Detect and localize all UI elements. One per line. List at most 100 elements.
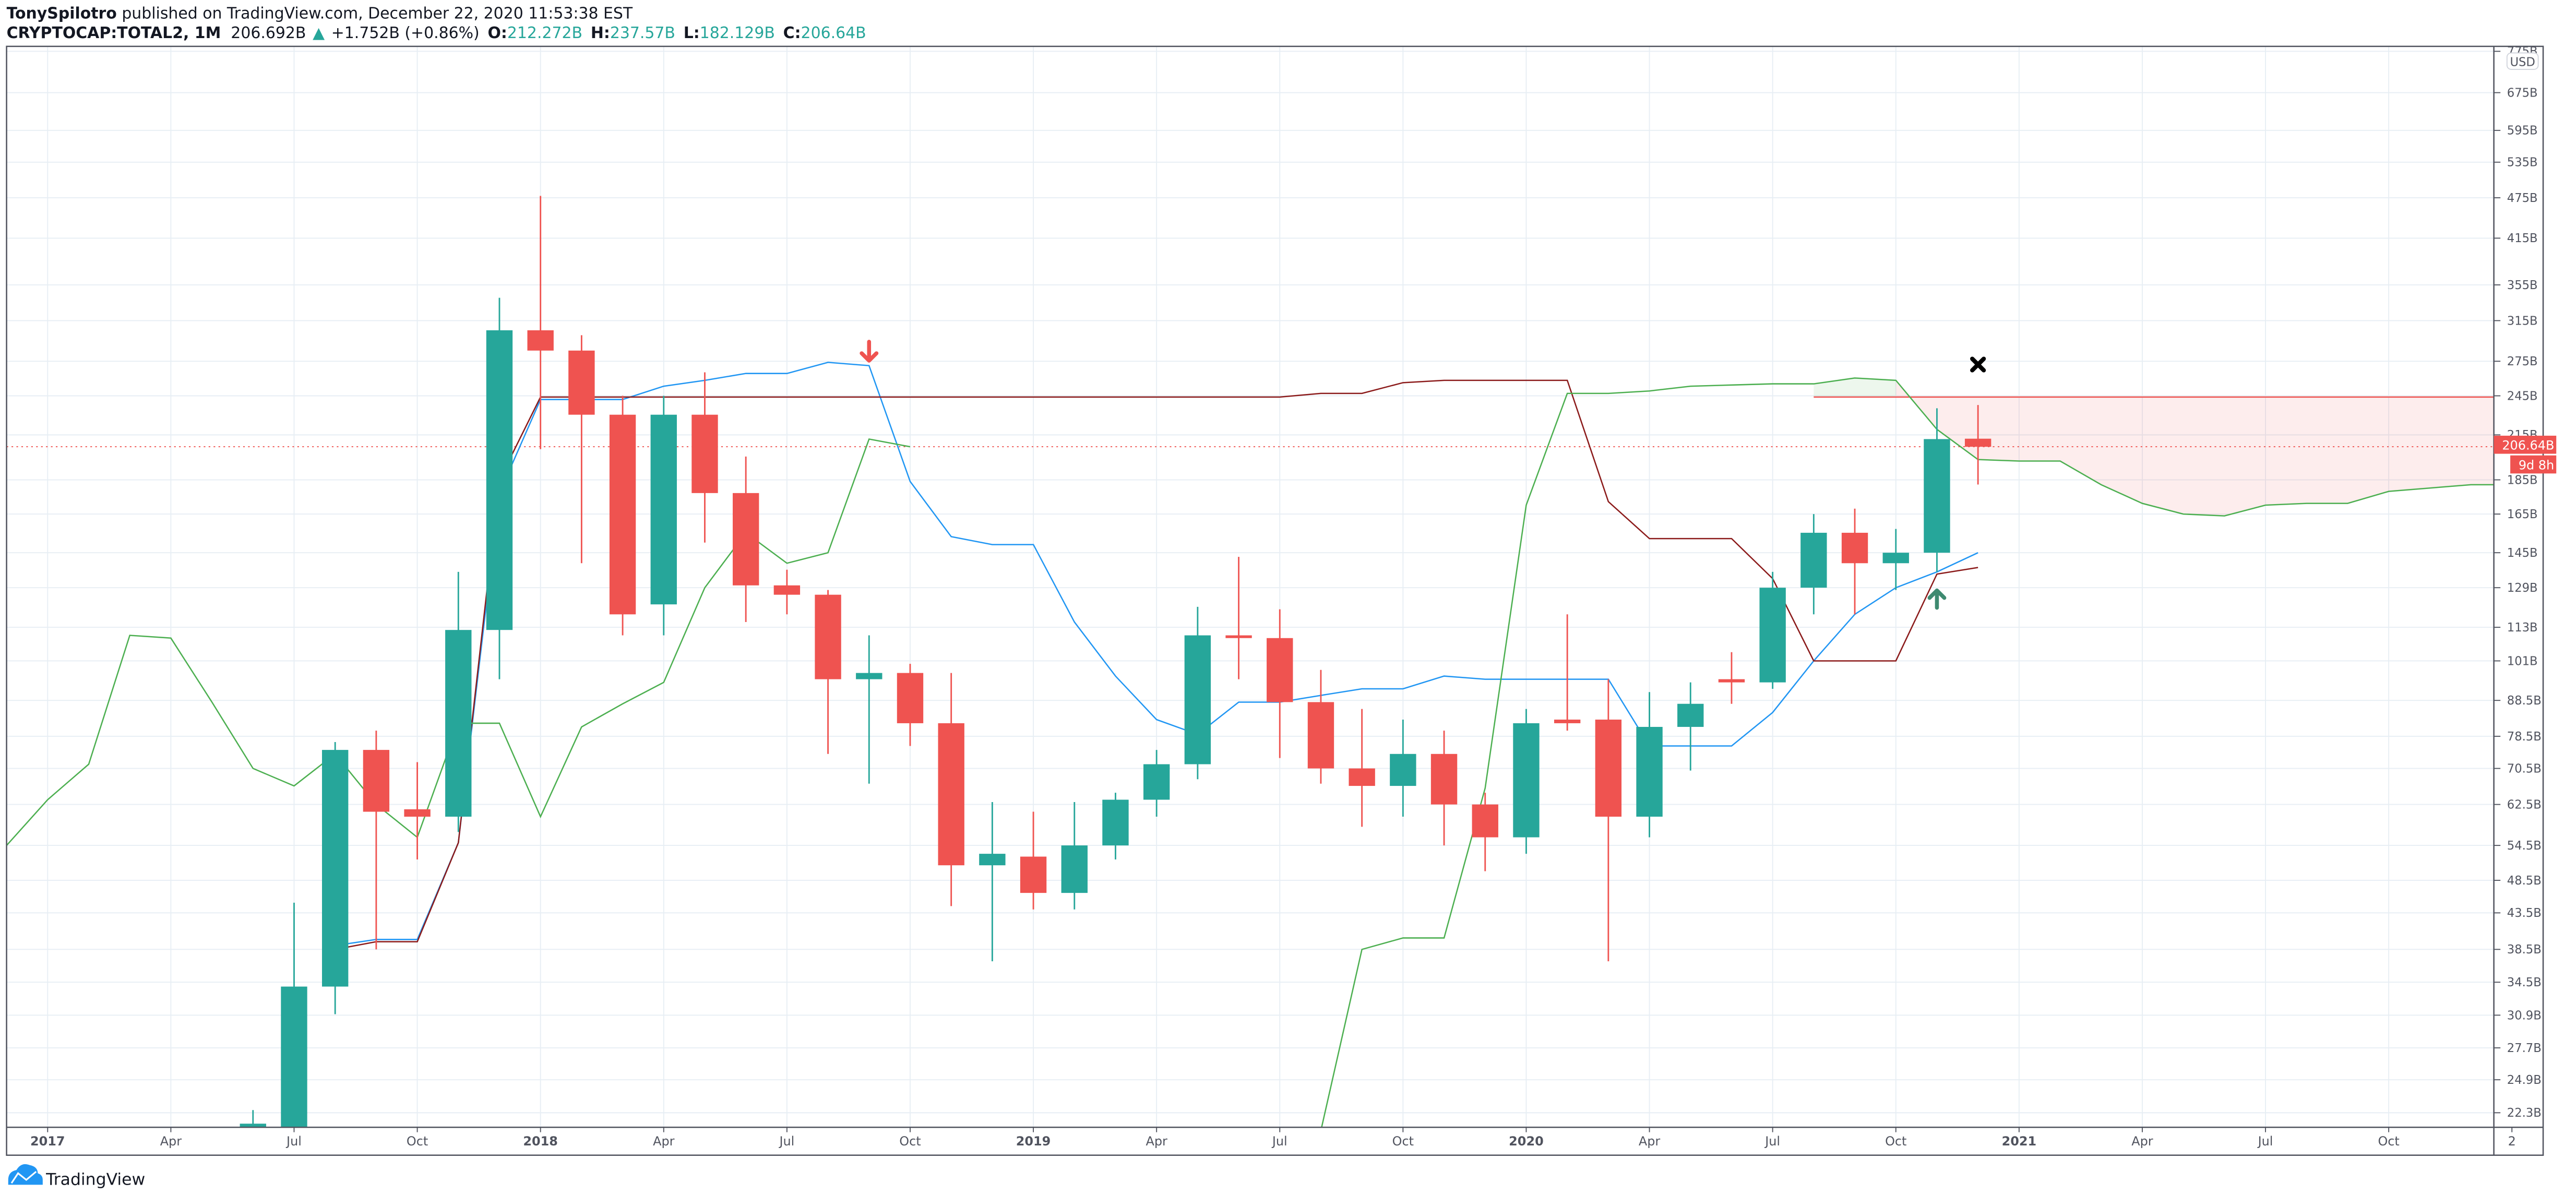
candle-up[interactable] xyxy=(1184,606,1211,780)
time-tick-label: Oct xyxy=(1392,1134,1414,1149)
candle-up[interactable] xyxy=(1800,514,1827,615)
candle-down[interactable] xyxy=(609,396,636,636)
time-tick-label: 2018 xyxy=(523,1134,558,1149)
time-tick-label: Jul xyxy=(2257,1134,2273,1149)
candle-body xyxy=(856,673,882,679)
candle-up[interactable] xyxy=(240,1110,266,1145)
arrow-shape xyxy=(1927,588,1947,610)
plot-area[interactable] xyxy=(6,196,2512,1161)
time-tick-label: Oct xyxy=(1885,1134,1906,1149)
candle-up[interactable] xyxy=(1636,692,1663,838)
candle-up[interactable] xyxy=(1759,571,1786,689)
candle-up[interactable] xyxy=(445,571,472,832)
candle-down[interactable] xyxy=(404,762,431,860)
candle-down[interactable] xyxy=(897,664,924,746)
senkou-span-a-line xyxy=(1321,377,2494,1128)
open-label: O: xyxy=(488,24,507,42)
candle-up[interactable] xyxy=(1513,709,1540,854)
candle-body xyxy=(1882,553,1909,564)
candle-body xyxy=(1143,764,1170,800)
candle-body xyxy=(1307,702,1334,769)
up-triangle-icon: ▲ xyxy=(313,24,325,42)
candle-up[interactable] xyxy=(486,297,513,679)
candle-up[interactable] xyxy=(979,802,1006,962)
candle-up[interactable] xyxy=(322,742,349,1014)
candle-down[interactable] xyxy=(732,456,759,623)
tradingview-logo[interactable]: TradingView xyxy=(8,1164,146,1189)
time-tick-label: Jul xyxy=(285,1134,302,1149)
time-tick-label: 2017 xyxy=(30,1134,65,1149)
candle-body xyxy=(1800,532,1827,588)
candle-down[interactable] xyxy=(1267,609,1293,758)
arrow-shape xyxy=(860,340,879,363)
candle-down[interactable] xyxy=(1349,709,1375,827)
time-tick-label: Oct xyxy=(407,1134,428,1149)
time-axis[interactable]: 2017 Apr Jul Oct 2018 Apr Jul Oct 2019 Apr Jul Oct 2… xyxy=(30,1127,2516,1149)
candle-body xyxy=(1636,726,1663,817)
price-tick-label: 415B xyxy=(2507,232,2538,245)
candle-up[interactable] xyxy=(1882,529,1909,590)
candle-body xyxy=(938,723,964,866)
candle-down[interactable] xyxy=(815,590,841,754)
time-tick-label: Apr xyxy=(1639,1134,1661,1149)
price-tick-label: 275B xyxy=(2507,355,2538,368)
x-mark-icon xyxy=(1970,356,1986,373)
price-tick-label: 43.5B xyxy=(2507,906,2542,920)
candle-down[interactable] xyxy=(691,372,718,543)
candle-down[interactable] xyxy=(1430,731,1458,846)
candle-down[interactable] xyxy=(363,731,390,950)
price-tick-label: 34.5B xyxy=(2507,976,2542,989)
candle-body xyxy=(1924,439,1950,553)
candle-up[interactable] xyxy=(1924,408,1950,572)
candle-body xyxy=(486,330,513,630)
candle-up[interactable] xyxy=(1677,682,1704,771)
candle-body xyxy=(568,350,595,415)
low-value: 182.129B xyxy=(700,24,775,42)
candle-down[interactable] xyxy=(527,196,554,449)
candle-up[interactable] xyxy=(1390,719,1416,817)
candle-body xyxy=(1718,679,1745,683)
candle-up[interactable] xyxy=(650,396,677,636)
currency-badge[interactable]: USD xyxy=(2506,52,2539,70)
candle-down[interactable] xyxy=(1307,670,1334,784)
time-tick-label: 2021 xyxy=(2002,1134,2037,1149)
brand-name: TradingView xyxy=(45,1170,145,1189)
candle-up[interactable] xyxy=(856,635,882,784)
candle-down[interactable] xyxy=(568,335,595,564)
candle-body xyxy=(527,330,554,351)
time-tick-label: Apr xyxy=(653,1134,675,1149)
candle-body xyxy=(240,1124,266,1128)
candle-body xyxy=(815,594,841,679)
candle-body xyxy=(1513,723,1540,838)
time-tick-label: Apr xyxy=(160,1134,182,1149)
candle-body xyxy=(1061,845,1088,893)
price-tick-label: 113B xyxy=(2507,621,2538,635)
candle-down[interactable] xyxy=(1020,811,1047,910)
cloud-logo-icon xyxy=(8,1164,43,1185)
candle-down[interactable] xyxy=(773,569,801,615)
candle-body xyxy=(979,854,1006,866)
time-tick-label: Apr xyxy=(2131,1134,2153,1149)
candle-up[interactable] xyxy=(281,902,307,1161)
candle-up[interactable] xyxy=(1102,793,1129,860)
candle-down[interactable] xyxy=(938,673,964,906)
candle-down[interactable] xyxy=(1964,405,1991,485)
time-tick-label: Jul xyxy=(1271,1134,1287,1149)
candle-up[interactable] xyxy=(1061,802,1088,910)
candle-down[interactable] xyxy=(1225,557,1252,679)
candle-down[interactable] xyxy=(1595,679,1622,962)
price-tick-label: 129B xyxy=(2507,581,2538,595)
price-tick-label: 70.5B xyxy=(2507,762,2542,775)
candle-body xyxy=(281,986,307,1128)
candle-down[interactable] xyxy=(1718,652,1745,704)
candle-body xyxy=(1349,768,1375,786)
price-tick-label: 88.5B xyxy=(2507,694,2542,708)
candle-down[interactable] xyxy=(1841,508,1868,615)
candle-down[interactable] xyxy=(1472,793,1498,871)
candle-up[interactable] xyxy=(1143,750,1170,817)
price-tick-label: 475B xyxy=(2507,192,2538,205)
candle-body xyxy=(1020,856,1047,893)
candle-down[interactable] xyxy=(1554,614,1581,731)
price-axis[interactable]: 775B675B595B535B475B415B355B315B275B245B… xyxy=(2494,45,2542,1120)
